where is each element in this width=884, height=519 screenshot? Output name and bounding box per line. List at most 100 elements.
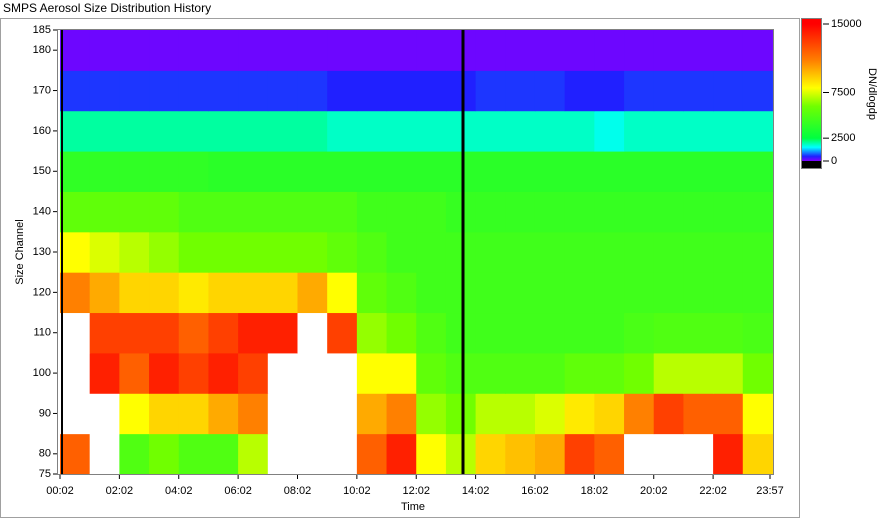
heatmap-cell bbox=[238, 70, 269, 112]
heatmap-cell bbox=[89, 70, 120, 112]
heatmap-cell bbox=[653, 433, 684, 475]
heatmap-cell bbox=[386, 151, 417, 192]
heatmap-cell bbox=[60, 110, 91, 152]
heatmap-cell bbox=[594, 433, 625, 475]
heatmap-cell bbox=[505, 272, 536, 314]
heatmap-cell bbox=[505, 191, 536, 233]
x-tick-label: 23:57 bbox=[756, 485, 784, 497]
heatmap-cell bbox=[653, 352, 684, 394]
x-tick-label: 14:02 bbox=[462, 485, 490, 497]
heatmap-cell bbox=[327, 231, 358, 273]
heatmap-cell bbox=[594, 312, 625, 354]
heatmap-cell bbox=[149, 110, 180, 152]
y-tick-label: 75 bbox=[39, 468, 51, 480]
heatmap-cell bbox=[208, 352, 239, 394]
heatmap-cell bbox=[445, 70, 477, 112]
heatmap-cell bbox=[416, 70, 447, 112]
heatmap-cell bbox=[653, 30, 684, 71]
heatmap-cell bbox=[386, 231, 417, 273]
heatmap-cell bbox=[386, 312, 417, 354]
x-tick-label: 22:02 bbox=[699, 485, 727, 497]
heatmap-cell bbox=[89, 110, 120, 152]
heatmap-cell bbox=[683, 231, 714, 273]
heatmap-cell bbox=[564, 272, 595, 314]
heatmap-cell bbox=[624, 433, 655, 475]
heatmap-cell bbox=[505, 352, 536, 394]
heatmap-cell bbox=[534, 312, 566, 354]
heatmap-cell bbox=[119, 272, 150, 314]
heatmap-cell bbox=[149, 231, 180, 273]
heatmap-cell bbox=[119, 352, 150, 394]
heatmap-cell bbox=[178, 231, 209, 273]
heatmap-cell bbox=[386, 110, 417, 152]
heatmap-cell bbox=[594, 110, 625, 152]
heatmap-cell bbox=[624, 191, 655, 233]
heatmap-cell bbox=[238, 352, 269, 394]
heatmap-cell bbox=[149, 30, 180, 71]
heatmap-cell bbox=[416, 151, 447, 192]
heatmap-cell bbox=[60, 312, 91, 354]
heatmap-cell bbox=[267, 110, 298, 152]
heatmap-cell bbox=[624, 110, 655, 152]
heatmap-cell bbox=[534, 70, 566, 112]
heatmap-cell bbox=[445, 231, 477, 273]
heatmap-cell bbox=[475, 70, 506, 112]
heatmap-cell bbox=[238, 433, 269, 475]
heatmap-cell bbox=[149, 272, 180, 314]
heatmap-cell bbox=[534, 352, 566, 394]
heatmap-cell bbox=[89, 393, 120, 435]
y-tick-label: 170 bbox=[33, 84, 51, 96]
heatmap-cell bbox=[119, 433, 150, 475]
heatmap-cell bbox=[624, 312, 655, 354]
heatmap-cell bbox=[475, 231, 506, 273]
heatmap-cell bbox=[742, 30, 773, 71]
heatmap-cell bbox=[119, 151, 150, 192]
heatmap-cell bbox=[386, 272, 417, 314]
heatmap-cell bbox=[89, 231, 120, 273]
heatmap-cell bbox=[653, 110, 684, 152]
colorbar-title: DN/dlogdp bbox=[866, 68, 878, 120]
heatmap-cell bbox=[178, 352, 209, 394]
heatmap-cell bbox=[505, 393, 536, 435]
heatmap-cell bbox=[713, 393, 744, 435]
heatmap-cell bbox=[683, 30, 714, 71]
heatmap-cell bbox=[386, 30, 417, 71]
heatmap-cell bbox=[713, 352, 744, 394]
heatmap-cell bbox=[564, 352, 595, 394]
heatmap-cell bbox=[60, 231, 91, 273]
heatmap-cell bbox=[594, 151, 625, 192]
heatmap-cell bbox=[416, 110, 447, 152]
heatmap-cell bbox=[475, 30, 506, 71]
heatmap-cell bbox=[713, 30, 744, 71]
heatmap-cell bbox=[208, 231, 239, 273]
heatmap-cell bbox=[445, 433, 477, 475]
heatmap-cell bbox=[327, 272, 358, 314]
heatmap-cell bbox=[475, 312, 506, 354]
heatmap-cell bbox=[178, 433, 209, 475]
heatmap-cell bbox=[267, 70, 298, 112]
heatmap-cell bbox=[594, 272, 625, 314]
heatmap-cell bbox=[475, 393, 506, 435]
heatmap-cell bbox=[208, 272, 239, 314]
heatmap-cell bbox=[624, 272, 655, 314]
x-tick-label: 20:02 bbox=[640, 485, 668, 497]
heatmap-cell bbox=[416, 312, 447, 354]
heatmap-cell bbox=[267, 312, 298, 354]
heatmap-cell bbox=[89, 191, 120, 233]
heatmap-cell bbox=[386, 393, 417, 435]
heatmap-cell bbox=[534, 433, 566, 475]
heatmap-cell bbox=[534, 231, 566, 273]
heatmap-cell bbox=[208, 151, 239, 192]
heatmap-cell bbox=[624, 352, 655, 394]
heatmap-cell bbox=[505, 30, 536, 71]
heatmap-cell bbox=[149, 393, 180, 435]
heatmap-cell bbox=[683, 312, 714, 354]
heatmap-cell bbox=[594, 231, 625, 273]
heatmap-cell bbox=[475, 352, 506, 394]
y-tick-label: 110 bbox=[33, 327, 51, 339]
heatmap-cell bbox=[60, 433, 91, 475]
heatmap-cell bbox=[713, 272, 744, 314]
heatmap-cell bbox=[89, 312, 120, 354]
y-tick-label: 80 bbox=[39, 448, 51, 460]
heatmap-cell bbox=[564, 151, 595, 192]
